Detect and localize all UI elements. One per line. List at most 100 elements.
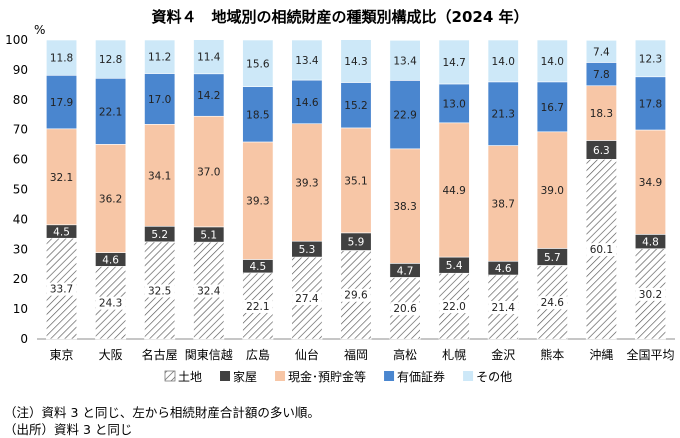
data-label-bg bbox=[635, 287, 666, 301]
data-label: 22.1 bbox=[246, 301, 269, 313]
data-label: 4.7 bbox=[397, 265, 414, 277]
x-category-label: 名古屋 bbox=[142, 347, 178, 362]
data-label-bg bbox=[292, 292, 322, 306]
data-label: 18.5 bbox=[246, 109, 269, 121]
x-category-label: 関東信越 bbox=[185, 348, 233, 362]
legend-swatch bbox=[384, 371, 395, 381]
bar-segment bbox=[585, 39, 617, 63]
data-label: 5.1 bbox=[200, 229, 217, 241]
data-label: 5.7 bbox=[544, 252, 561, 264]
bar-segment bbox=[438, 39, 470, 85]
x-category-label: 東京 bbox=[50, 348, 74, 362]
legend-label: 有価証券 bbox=[397, 369, 445, 384]
bar-segment bbox=[389, 148, 421, 264]
source-text: （出所）資料 3 と同じ bbox=[4, 422, 133, 437]
bar-segment bbox=[193, 115, 225, 228]
data-label: 4.5 bbox=[53, 227, 70, 239]
data-label: 5.4 bbox=[446, 260, 463, 272]
y-tick-label: 80 bbox=[13, 93, 28, 107]
data-label: 29.6 bbox=[344, 290, 368, 302]
bars-layer: 33.7 4.5 32.1 17.9 11.8 24.3 4.6 36.2 22.1 12.8 32… bbox=[46, 39, 666, 340]
x-category-label: 福岡 bbox=[344, 347, 368, 362]
bar-segment bbox=[389, 39, 421, 81]
data-label: 12.3 bbox=[639, 53, 662, 65]
x-category-label: 札幌 bbox=[442, 347, 466, 362]
data-label: 24.3 bbox=[99, 298, 122, 310]
data-label: 17.0 bbox=[148, 94, 171, 106]
legend-label: その他 bbox=[476, 370, 512, 384]
bar-segment bbox=[536, 81, 568, 133]
data-label: 27.4 bbox=[295, 293, 319, 305]
bar-segment bbox=[95, 39, 127, 79]
y-tick-label: 0 bbox=[20, 332, 28, 346]
legend-swatch bbox=[220, 371, 231, 381]
data-label: 11.4 bbox=[197, 52, 221, 64]
data-label: 4.5 bbox=[249, 261, 266, 273]
data-label: 15.2 bbox=[344, 100, 367, 112]
data-label: 14.7 bbox=[442, 57, 465, 69]
bar-segment bbox=[242, 86, 274, 143]
bar-segment bbox=[46, 39, 78, 76]
data-label: 39.3 bbox=[295, 177, 318, 189]
y-tick-label: 60 bbox=[13, 153, 28, 167]
data-label: 14.6 bbox=[295, 97, 319, 109]
y-tick-label: 70 bbox=[13, 123, 28, 137]
bar-segment bbox=[487, 145, 519, 262]
bar-segment bbox=[438, 83, 470, 124]
bar-segment bbox=[144, 39, 176, 74]
data-label: 11.8 bbox=[50, 53, 73, 65]
data-label: 5.3 bbox=[299, 244, 316, 256]
data-label: 12.8 bbox=[99, 54, 122, 66]
x-category-label: 高松 bbox=[393, 347, 417, 362]
data-label: 44.9 bbox=[442, 185, 465, 197]
bar-segment bbox=[634, 129, 666, 235]
data-label: 4.8 bbox=[642, 237, 659, 249]
legend-swatch bbox=[164, 370, 176, 382]
bar-segment bbox=[46, 74, 78, 130]
bar-segment bbox=[438, 122, 470, 258]
data-label: 5.2 bbox=[151, 229, 168, 241]
data-label: 22.0 bbox=[442, 301, 465, 313]
bar-segment bbox=[46, 128, 78, 226]
bar-segment bbox=[487, 39, 519, 83]
x-category-label: 熊本 bbox=[540, 347, 564, 362]
data-label: 17.9 bbox=[50, 97, 73, 109]
data-label: 21.3 bbox=[492, 109, 515, 121]
data-label: 60.1 bbox=[590, 244, 613, 256]
y-tick-label: 30 bbox=[13, 242, 28, 256]
bar-segment bbox=[634, 39, 666, 78]
data-label: 32.5 bbox=[148, 285, 171, 297]
data-label-bg bbox=[390, 302, 420, 316]
data-label: 5.9 bbox=[348, 237, 365, 249]
legend-label: 現金･預貯金等 bbox=[288, 369, 366, 384]
x-category-label: 全国平均 bbox=[626, 347, 674, 362]
data-label: 6.3 bbox=[593, 145, 610, 157]
y-tick-label: 20 bbox=[13, 272, 28, 286]
legend-label: 土地 bbox=[178, 370, 202, 384]
data-label: 35.1 bbox=[344, 175, 367, 187]
bar-segment bbox=[585, 85, 617, 141]
note-block: （注）資料 3 と同じ、左から相続財産合計額の多い順。 （出所）資料 3 と同じ bbox=[4, 404, 320, 438]
data-label-bg bbox=[439, 300, 469, 314]
bar-segment bbox=[193, 73, 225, 117]
data-label-bg bbox=[46, 282, 77, 296]
data-label: 16.7 bbox=[541, 102, 564, 114]
data-label: 14.3 bbox=[344, 56, 367, 68]
data-label: 32.1 bbox=[50, 172, 73, 184]
data-label: 38.3 bbox=[393, 201, 416, 213]
bar-segment bbox=[340, 39, 372, 83]
data-label: 13.4 bbox=[295, 55, 319, 67]
y-axis-unit-label: % bbox=[34, 23, 45, 37]
bar-segment bbox=[95, 144, 127, 253]
data-label: 21.4 bbox=[492, 302, 516, 314]
y-tick-label: 90 bbox=[13, 63, 28, 77]
data-label: 18.3 bbox=[590, 108, 613, 120]
data-label: 15.6 bbox=[246, 58, 270, 70]
data-label-bg bbox=[537, 296, 568, 310]
bar-segment bbox=[536, 39, 568, 83]
data-label: 17.8 bbox=[639, 98, 662, 110]
data-label: 4.6 bbox=[495, 263, 512, 275]
data-label: 39.0 bbox=[541, 185, 564, 197]
data-label: 14.2 bbox=[197, 90, 220, 102]
